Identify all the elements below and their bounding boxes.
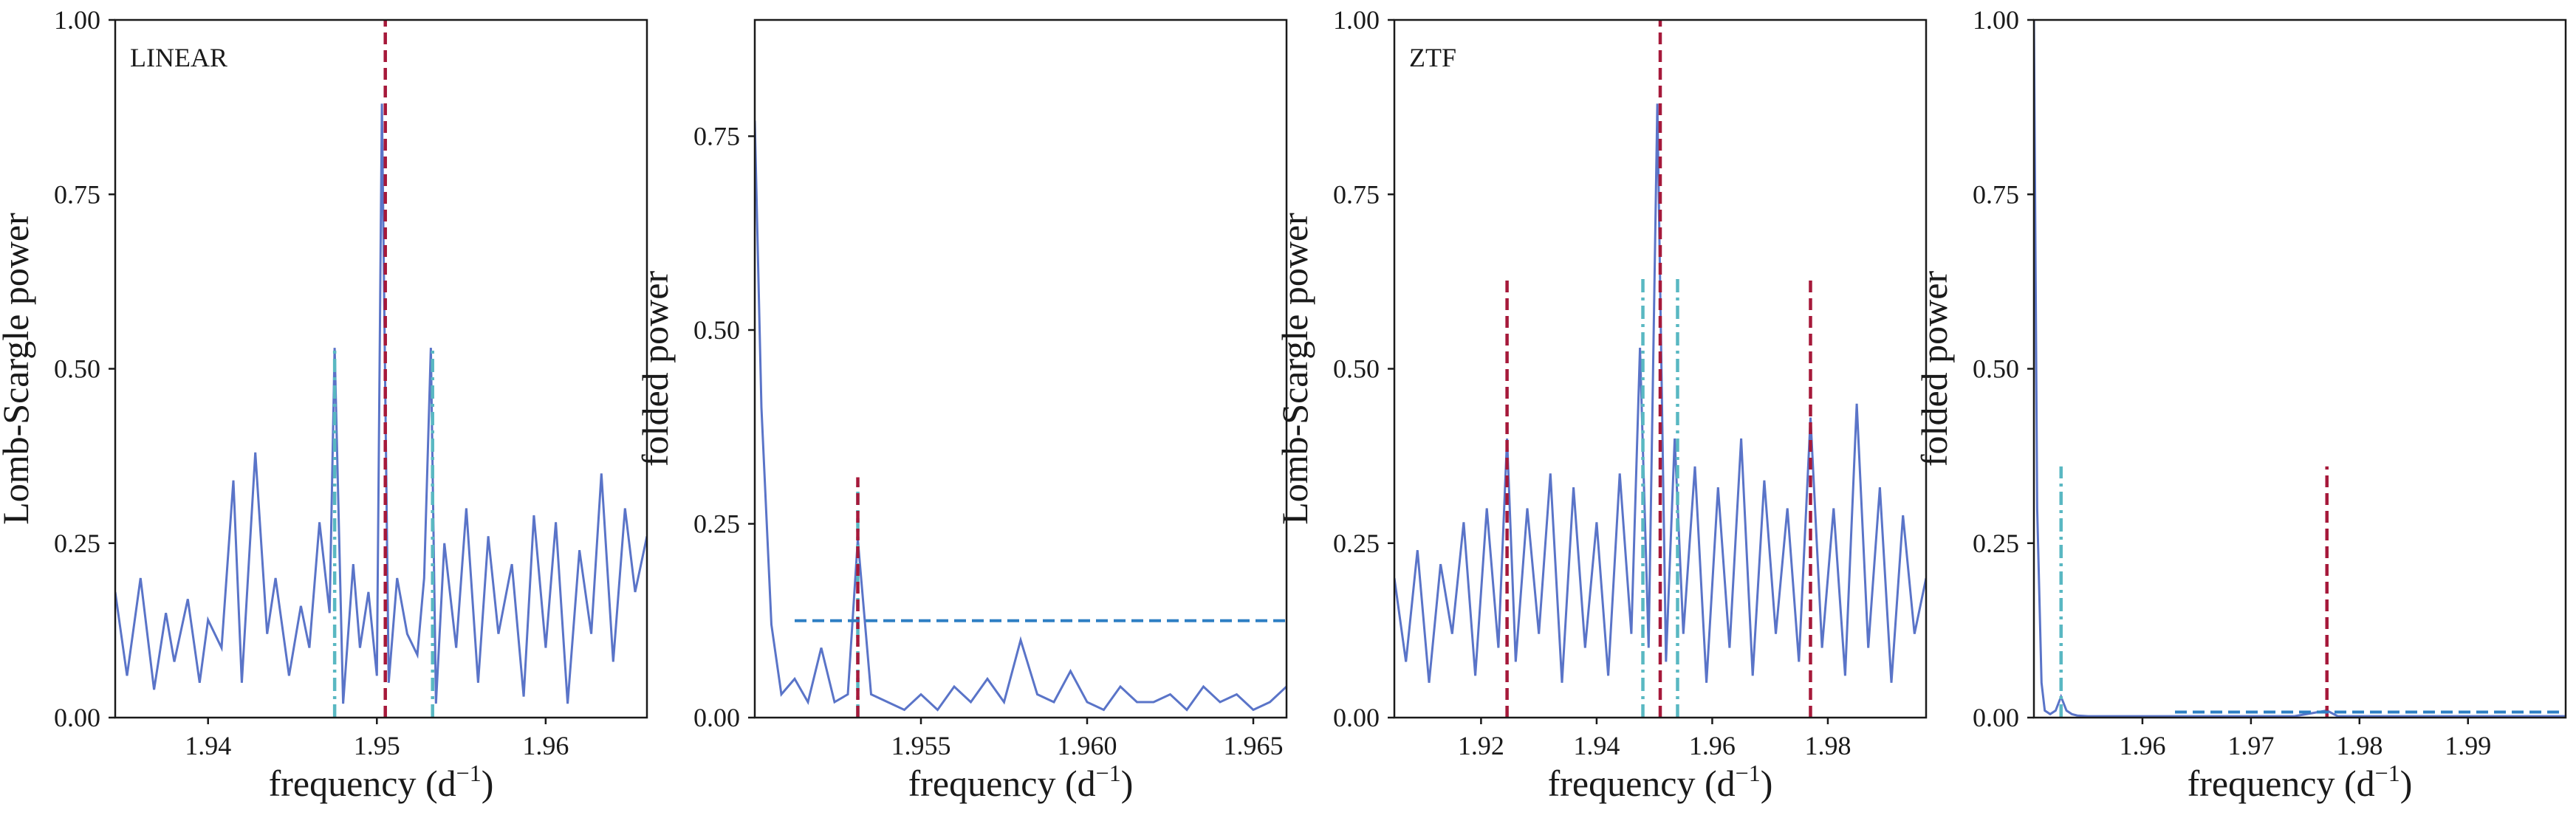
axes-frame: [2032, 18, 2567, 719]
panel-4: 1.96 1.97 1.98 1.99 0.00 0.25 0.50 0.75 1.00 freq…: [1914, 5, 2567, 804]
x-tick-label: 1.94: [185, 731, 231, 760]
x-axis-label-main: frequency (d: [269, 763, 456, 804]
x-tick-label: 1.95: [354, 731, 400, 760]
y-tick-label: 1.00: [1973, 5, 2019, 35]
y-tick-label: 0.50: [54, 354, 100, 384]
x-tick-label: 1.96: [522, 731, 569, 760]
y-tick-label: 0.50: [693, 315, 740, 345]
x-axis-label-close: ): [1121, 763, 1134, 804]
power-curve: [115, 103, 647, 704]
y-tick-label: 1.00: [1333, 5, 1380, 35]
power-curve: [2034, 20, 2566, 718]
x-axis-label-exponent: −1: [1736, 760, 1761, 786]
panel-3: 1.92 1.94 1.96 1.98 0.00 0.25 0.50 0.75 1.00 freq…: [1274, 5, 1928, 804]
x-tick-label: 1.96: [1689, 731, 1736, 760]
y-axis-label: folded power: [634, 271, 676, 467]
y-tick-label: 0.75: [54, 179, 100, 209]
x-axis-label-exponent: −1: [456, 760, 482, 786]
panel-2: 1.955 1.960 1.965 0.00 0.25 0.50 0.75 frequency…: [634, 18, 1288, 804]
y-tick-label: 0.75: [1973, 179, 2019, 209]
y-tick-label: 0.75: [693, 122, 740, 151]
x-tick-label: 1.955: [891, 731, 951, 760]
y-tick-label: 0.50: [1333, 354, 1380, 384]
y-tick-label: 0.25: [1333, 529, 1380, 558]
x-tick-label: 1.965: [1224, 731, 1284, 760]
x-tick-label: 1.97: [2227, 731, 2274, 760]
x-axis-label-main: frequency (d: [1548, 763, 1736, 804]
x-tick-label: 1.96: [2119, 731, 2165, 760]
x-axis-label-exponent: −1: [1096, 760, 1121, 786]
y-tick-label: 0.50: [1973, 354, 2019, 384]
y-tick-label: 0.00: [1973, 703, 2019, 732]
y-tick-label: 0.00: [54, 703, 100, 732]
power-curve: [1394, 103, 1926, 683]
y-tick-label: 0.00: [693, 703, 740, 732]
x-tick-label: 1.94: [1573, 731, 1620, 760]
x-axis-label-close: ): [1761, 763, 1773, 804]
x-axis-label: frequency (d−1): [269, 760, 494, 804]
panel-1: 1.94 1.95 1.96 0.00 0.25 0.50 0.75 1.00 frequenc…: [0, 5, 648, 804]
x-axis-label: frequency (d−1): [1548, 760, 1773, 804]
axes-frame: [753, 18, 1288, 719]
y-tick-label: 0.25: [1973, 529, 2019, 558]
x-tick-label: 1.92: [1458, 731, 1504, 760]
power-curve: [755, 120, 1287, 712]
x-tick-label: 1.98: [1804, 731, 1851, 760]
x-tick-label: 1.960: [1058, 731, 1117, 760]
x-axis-label-close: ): [2400, 763, 2413, 804]
x-axis-label: frequency (d−1): [2188, 760, 2413, 804]
y-tick-label: 0.25: [693, 509, 740, 539]
panel-label: LINEAR: [130, 43, 227, 72]
x-axis-label-main: frequency (d: [2188, 763, 2375, 804]
y-tick-label: 0.25: [54, 529, 100, 558]
y-tick-label: 0.00: [1333, 703, 1380, 732]
x-axis-label-exponent: −1: [2375, 760, 2400, 786]
x-tick-label: 1.99: [2445, 731, 2491, 760]
x-axis-label-close: ): [482, 763, 494, 804]
panel-label: ZTF: [1409, 43, 1456, 72]
y-axis-label: Lomb-Scargle power: [1274, 213, 1315, 525]
y-tick-label: 1.00: [54, 5, 100, 35]
x-tick-label: 1.98: [2336, 731, 2383, 760]
y-tick-label: 0.75: [1333, 179, 1380, 209]
y-axis-label: folded power: [1914, 271, 1955, 467]
y-axis-label: Lomb-Scargle power: [0, 213, 36, 525]
x-axis-label-main: frequency (d: [908, 763, 1096, 804]
x-axis-label: frequency (d−1): [908, 760, 1134, 804]
